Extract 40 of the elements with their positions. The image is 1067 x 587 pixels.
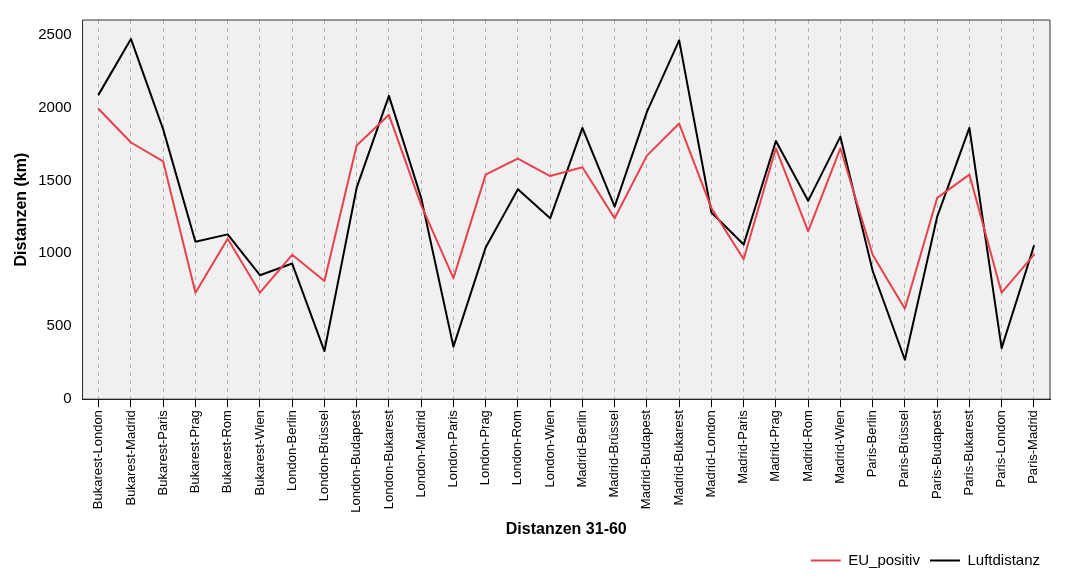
- y-tick-label: 2000: [38, 97, 72, 115]
- x-tick-label: London-Wien: [541, 410, 557, 488]
- x-tick-label: Paris-Madrid: [1025, 410, 1041, 484]
- x-tick-label: London-Madrid: [412, 410, 428, 498]
- y-tick-label: 0: [63, 389, 72, 407]
- x-tick-label: London-Paris: [445, 409, 460, 488]
- y-axis-title: Distanzen (km): [12, 152, 30, 267]
- x-tick-label: Madrid-Prag: [767, 410, 783, 482]
- x-tick-label: Bukarest-Rom: [219, 410, 235, 494]
- legend-label: Luftdistanz: [967, 550, 1040, 568]
- x-tick-label: London-Budapest: [348, 409, 364, 513]
- x-tick-label: London-Berlin: [283, 410, 299, 492]
- x-tick-label: Paris-London: [993, 410, 1009, 488]
- x-tick-label: Madrid-Berlin: [573, 410, 589, 488]
- x-tick-label: Paris-Brüssel: [896, 410, 912, 488]
- x-tick-label: Paris-Berlin: [864, 410, 880, 478]
- y-tick-label: 2500: [38, 24, 72, 42]
- x-tick-label: Madrid-Brüssel: [606, 410, 622, 498]
- x-axis-title: Distanzen 31-60: [505, 519, 627, 537]
- x-tick-label: Madrid-Bukarest: [670, 409, 686, 506]
- x-tick-label: Madrid-London: [702, 410, 718, 498]
- x-tick-label: Bukarest-Madrid: [122, 410, 138, 506]
- x-tick-label: Madrid-Paris: [735, 409, 751, 484]
- x-tick-label: Bukarest-Wien: [251, 410, 267, 496]
- x-tick-label: London-Bukarest: [380, 409, 396, 510]
- x-tick-label: Paris-Bukarest: [960, 409, 976, 496]
- x-tick-label: London-Prag: [477, 410, 493, 486]
- y-tick-label: 500: [46, 316, 72, 334]
- x-tick-label: Madrid-Budapest: [638, 409, 654, 510]
- x-tick-label: Paris-Budapest: [928, 409, 944, 500]
- x-tick-label: Madrid-Wien: [831, 410, 847, 484]
- x-tick-label: Bukarest-Prag: [187, 410, 203, 494]
- y-tick-label: 1500: [38, 170, 72, 188]
- x-tick-label: Madrid-Rom: [799, 410, 815, 482]
- legend-label: EU_positiv: [848, 550, 921, 568]
- x-tick-label: London-Brüssel: [316, 410, 331, 502]
- y-tick-label: 1000: [38, 243, 72, 261]
- x-tick-label: Bukarest-Paris: [154, 409, 170, 496]
- x-tick-label: Bukarest-London: [90, 410, 106, 510]
- x-tick-label: London-Rom: [509, 410, 525, 486]
